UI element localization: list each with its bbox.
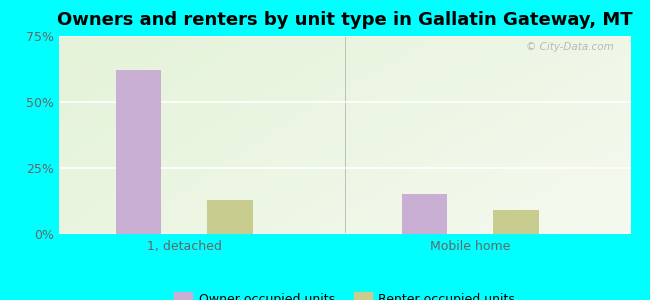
Legend: Owner occupied units, Renter occupied units: Owner occupied units, Renter occupied un… bbox=[168, 287, 521, 300]
Title: Owners and renters by unit type in Gallatin Gateway, MT: Owners and renters by unit type in Galla… bbox=[57, 11, 632, 29]
Bar bbox=[402, 194, 447, 234]
Bar bbox=[493, 210, 539, 234]
Text: © City-Data.com: © City-Data.com bbox=[526, 42, 614, 52]
Bar bbox=[116, 70, 161, 234]
Bar bbox=[207, 200, 253, 234]
